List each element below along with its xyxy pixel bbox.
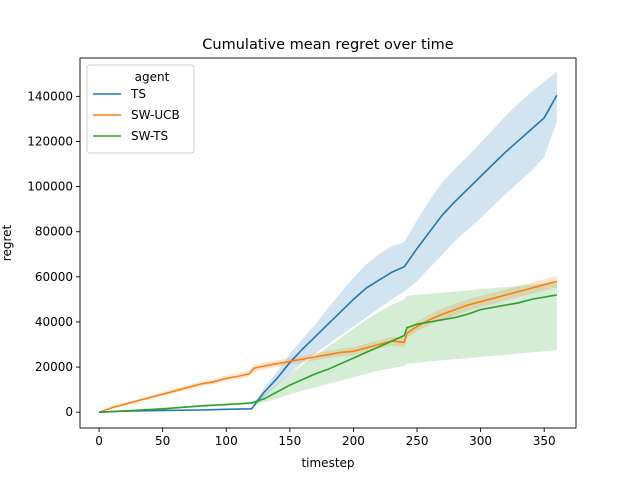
y-axis-ticks: 0 20000 40000 60000 80000 100000 120000 140000 — [27, 89, 80, 419]
chart-title: Cumulative mean regret over time — [202, 37, 454, 53]
plot-frame — [79, 57, 577, 429]
band-ts — [99, 71, 557, 413]
x-tick-label: 200 — [342, 434, 365, 448]
band-sw-ucb — [99, 275, 557, 413]
legend-label-sw-ts: SW-TS — [131, 129, 168, 143]
y-axis-label: regret — [0, 224, 14, 261]
y-tick-label: 120000 — [27, 134, 73, 148]
x-tick-label: 50 — [155, 434, 170, 448]
legend-items: TS SW-UCB SW-TS — [93, 87, 180, 143]
y-tick-label: 80000 — [35, 225, 73, 239]
y-tick-label: 60000 — [35, 270, 73, 284]
x-tick-label: 250 — [406, 434, 429, 448]
x-tick-label: 150 — [278, 434, 301, 448]
legend-label-ts: TS — [130, 87, 146, 101]
line-sw-ucb — [98, 280, 558, 413]
legend-label-sw-ucb: SW-UCB — [131, 108, 180, 122]
y-tick-label: 40000 — [35, 315, 73, 329]
series-lines — [98, 94, 558, 413]
line-ts — [99, 94, 558, 413]
x-tick-label: 350 — [533, 434, 556, 448]
y-tick-label: 140000 — [27, 89, 73, 103]
x-axis-label: timestep — [301, 456, 354, 470]
legend: agent TS SW-UCB SW-TS — [86, 64, 195, 154]
x-axis-ticks: 0 50 100 150 200 250 300 350 — [95, 428, 556, 448]
y-tick-label: 100000 — [27, 180, 73, 194]
y-tick-label: 0 — [65, 405, 73, 419]
y-tick-label: 20000 — [35, 360, 73, 374]
x-tick-label: 0 — [95, 434, 103, 448]
line-sw-ts — [99, 294, 558, 413]
legend-title: agent — [135, 70, 170, 84]
legend-box — [86, 64, 195, 154]
x-tick-label: 100 — [215, 434, 238, 448]
x-tick-label: 300 — [469, 434, 492, 448]
